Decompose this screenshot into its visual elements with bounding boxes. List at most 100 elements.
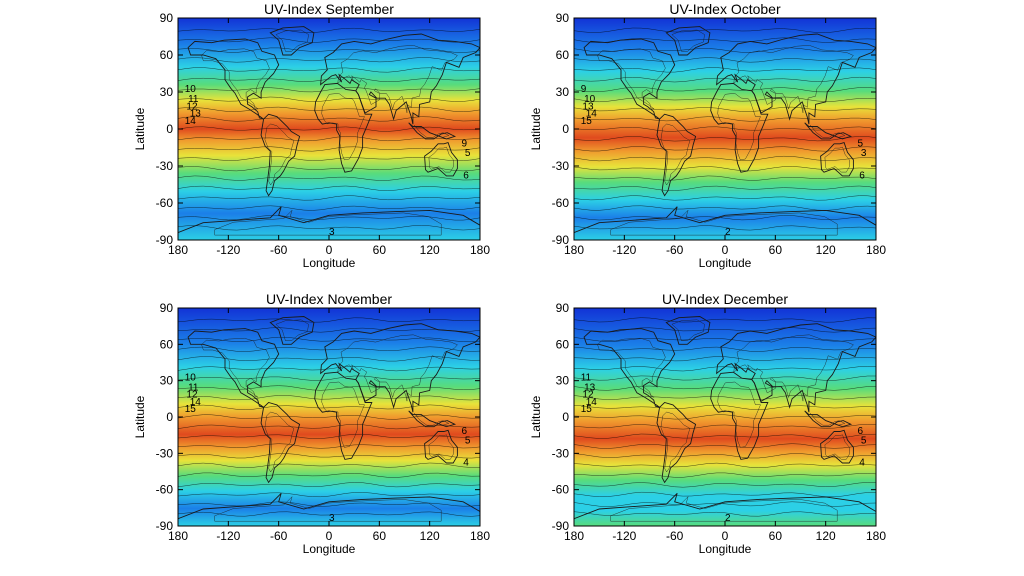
contour-value-label: 11 <box>581 373 592 384</box>
contour-line <box>574 175 876 181</box>
contour-value-label: 12 <box>186 390 198 401</box>
continent-antarctica <box>178 492 480 526</box>
contour-value-label: 3 <box>329 227 335 238</box>
continent-australia <box>820 142 854 177</box>
continent-inner-contour <box>733 45 854 113</box>
continent-inner-contour <box>321 381 365 448</box>
y-axis-label: Latitude <box>133 395 147 438</box>
continent-antarctica <box>574 206 876 240</box>
continent-inner-contour <box>717 93 761 161</box>
x-axis-label: Longitude <box>303 542 356 556</box>
x-tick-label: 180 <box>564 529 584 543</box>
contour-line <box>178 87 480 93</box>
contour-line <box>574 116 876 122</box>
contour-line <box>178 511 480 517</box>
contour-value-label: 15 <box>185 404 197 415</box>
x-tick-label: 180 <box>564 243 584 257</box>
contour-line <box>574 215 876 221</box>
contour-value-label: 11 <box>188 382 199 393</box>
contour-value-label: 10 <box>185 373 197 384</box>
continent-inner-contour <box>214 496 442 522</box>
y-tick-label: 30 <box>556 85 570 99</box>
y-axis-label: Latitude <box>529 395 543 438</box>
contour-line <box>178 225 480 231</box>
contour-value-label: 15 <box>581 404 593 415</box>
contour-line <box>574 346 876 352</box>
continent-inner-contour <box>824 146 850 173</box>
contour-line <box>574 225 876 231</box>
contour-value-label: 9 <box>581 84 587 95</box>
contour-line <box>574 482 876 488</box>
contour-value-label: 12 <box>582 390 594 401</box>
continent-inner-contour <box>264 123 295 186</box>
y-tick-label: 30 <box>160 85 174 99</box>
continent-africa <box>314 82 373 173</box>
continent-greenland <box>269 316 315 345</box>
contour-line <box>574 336 876 342</box>
contour-line <box>178 195 480 201</box>
contour-line <box>574 185 876 191</box>
continent-inner-contour <box>660 411 691 473</box>
x-axis-label: Longitude <box>303 256 356 270</box>
contour-value-label: 15 <box>581 116 593 127</box>
continent-south-america <box>260 113 301 197</box>
continent-inner-contour <box>660 123 691 186</box>
y-axis-label: Latitude <box>133 107 147 150</box>
continent-inner-contour <box>810 125 846 138</box>
contour-line <box>574 327 876 333</box>
continent-eurasia <box>716 33 876 125</box>
contour-line <box>574 27 876 33</box>
contour-line <box>178 126 480 132</box>
continent-antarctica <box>574 492 876 526</box>
x-tick-label: 180 <box>168 529 188 543</box>
continent-inner-contour <box>275 319 309 341</box>
y-tick-label: -60 <box>156 483 174 497</box>
x-tick-label: 120 <box>816 529 836 543</box>
contour-value-label: 12 <box>186 101 198 112</box>
contour-line <box>178 205 480 211</box>
contour-line <box>574 414 876 420</box>
continent-inner-contour <box>810 413 846 426</box>
y-tick-label: -90 <box>552 233 570 247</box>
contour-line <box>574 317 876 323</box>
continent-inner-contour <box>610 496 838 522</box>
contour-line <box>574 404 876 410</box>
x-tick-label: 180 <box>470 243 490 257</box>
contour-value-label: 10 <box>185 84 197 95</box>
x-tick-label: 60 <box>769 243 783 257</box>
y-tick-label: 60 <box>556 48 570 62</box>
contour-line <box>574 106 876 112</box>
y-tick-label: -90 <box>156 233 174 247</box>
y-tick-label: -60 <box>552 196 570 210</box>
x-tick-label: -60 <box>270 529 288 543</box>
y-tick-label: 90 <box>556 301 570 315</box>
continent-inner-contour <box>337 45 458 113</box>
continent-inner-contour <box>321 93 365 161</box>
contour-line <box>178 385 480 391</box>
continent-inner-contour <box>414 125 450 138</box>
continent-north-america <box>583 328 676 408</box>
continent-australia <box>820 429 854 464</box>
contour-value-label: 5 <box>465 436 471 447</box>
x-tick-label: -60 <box>270 243 288 257</box>
y-tick-label: 60 <box>160 337 174 351</box>
continent-inner-contour <box>671 29 705 52</box>
contour-line <box>178 27 480 33</box>
y-tick-label: 60 <box>556 337 570 351</box>
x-tick-label: 120 <box>420 529 440 543</box>
contour-line <box>574 87 876 93</box>
contour-value-label: 2 <box>725 227 731 238</box>
panel-title: UV-Index September <box>264 1 394 17</box>
contour-line <box>178 501 480 507</box>
continent-inner-contour <box>597 48 666 110</box>
continent-inner-contour <box>414 413 450 426</box>
contour-line <box>178 185 480 191</box>
contour-line <box>574 166 876 172</box>
x-tick-label: -120 <box>612 243 636 257</box>
contour-line <box>574 443 876 449</box>
contour-value-label: 4 <box>463 457 469 468</box>
